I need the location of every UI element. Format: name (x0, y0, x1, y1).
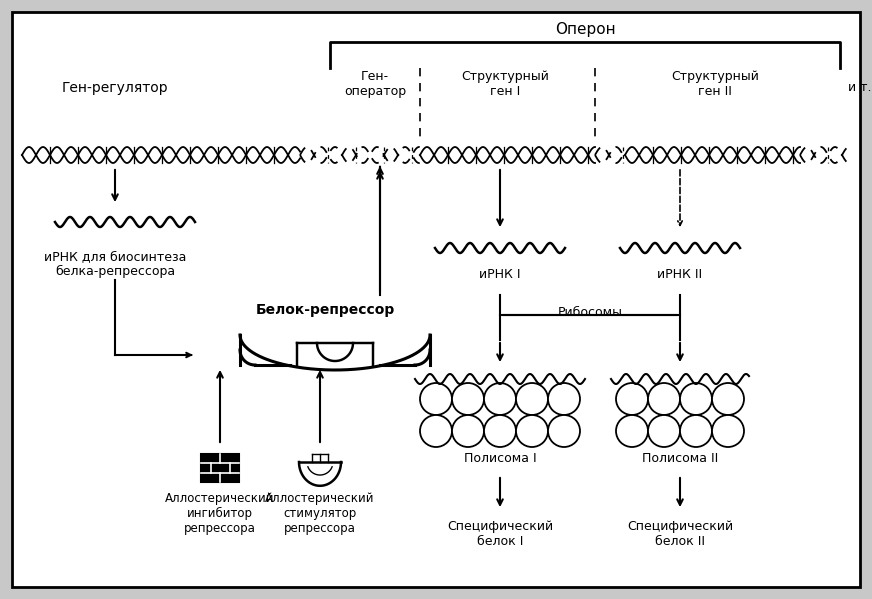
Circle shape (680, 383, 712, 415)
Circle shape (548, 383, 580, 415)
Circle shape (452, 383, 484, 415)
Circle shape (516, 415, 548, 447)
Text: Ген-регулятор: Ген-регулятор (62, 81, 168, 95)
Circle shape (484, 415, 516, 447)
Circle shape (712, 383, 744, 415)
Text: иРНК I: иРНК I (480, 268, 521, 281)
Text: Структурный
ген I: Структурный ген I (461, 70, 549, 98)
Text: Специфический
белок II: Специфический белок II (627, 520, 733, 548)
Text: Ген-
оператор: Ген- оператор (344, 70, 406, 98)
Circle shape (616, 383, 648, 415)
Text: Полисома II: Полисома II (642, 452, 719, 465)
Text: Аллостерический
стимулятор
репрессора: Аллостерический стимулятор репрессора (265, 492, 375, 535)
Circle shape (484, 383, 516, 415)
Circle shape (648, 383, 680, 415)
Circle shape (548, 415, 580, 447)
Text: иРНК II: иРНК II (657, 268, 703, 281)
Text: Аллостерический
ингибитор
репрессора: Аллостерический ингибитор репрессора (166, 492, 275, 535)
Circle shape (420, 383, 452, 415)
Text: Рибосомы: Рибосомы (557, 305, 623, 319)
Text: Специфический
белок I: Специфический белок I (447, 520, 553, 548)
Circle shape (712, 415, 744, 447)
Text: Оперон: Оперон (555, 22, 616, 37)
Circle shape (452, 415, 484, 447)
Circle shape (680, 415, 712, 447)
Text: Полисома I: Полисома I (464, 452, 536, 465)
Text: и т.д.: и т.д. (848, 80, 872, 93)
Circle shape (616, 415, 648, 447)
Text: Белок-репрессор: Белок-репрессор (255, 303, 395, 317)
Circle shape (516, 383, 548, 415)
Circle shape (648, 415, 680, 447)
Text: Структурный
ген II: Структурный ген II (671, 70, 759, 98)
Circle shape (420, 415, 452, 447)
Text: иРНК для биосинтеза
белка-репрессора: иРНК для биосинтеза белка-репрессора (44, 250, 187, 278)
Bar (201, 454, 239, 482)
